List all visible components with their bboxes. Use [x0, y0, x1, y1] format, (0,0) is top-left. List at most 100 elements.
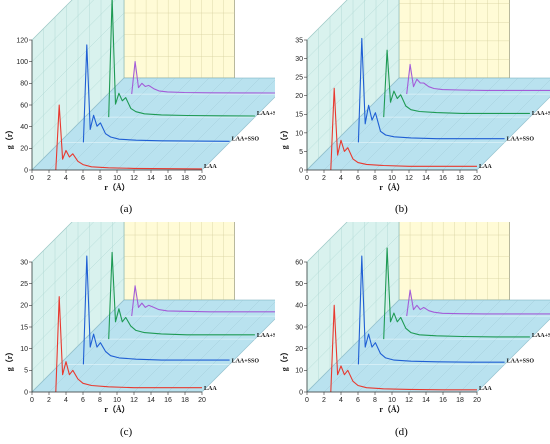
side-wall-gridline [306, 222, 348, 263]
floor-gridline [391, 299, 485, 393]
floor-gridline [459, 79, 550, 171]
x-axis-label: r（Å） [379, 182, 404, 192]
chart-svg-a: LAA+POLAA+SOLAA+SSOLAA020406080100120024… [4, 0, 275, 192]
floor-gridline [340, 77, 434, 171]
floor-gridline [201, 318, 275, 393]
floor-gridline [201, 96, 275, 171]
x-tick-label: 16 [439, 175, 447, 182]
x-tick-label: 20 [473, 397, 481, 404]
series-label: LAA [479, 386, 492, 392]
series-label: LAA [204, 164, 217, 170]
y-tick-label: 5 [299, 149, 303, 156]
x-tick-label: 18 [456, 175, 464, 182]
y-tick-label: 60 [295, 259, 303, 266]
x-tick-label: 2 [47, 397, 51, 404]
series-line-laa-po [406, 289, 550, 317]
x-tick-label: 8 [373, 175, 377, 182]
floor-gridline [99, 77, 193, 171]
floor-gridline [425, 299, 519, 393]
y-tick-label: 40 [295, 303, 303, 310]
y-tick-label: 60 [20, 102, 28, 109]
caption-c: (c) [120, 426, 133, 438]
x-tick-label: 16 [164, 175, 172, 182]
x-axis-label: r（Å） [104, 182, 129, 192]
floor-gridline [65, 77, 159, 171]
x-axis-label: r（Å） [379, 404, 404, 414]
y-tick-label: 5 [24, 368, 28, 375]
floor-gridline [408, 77, 502, 171]
series-label: LAA+SO [532, 333, 550, 339]
chart-svg-c: LAA+POLAA+SOLAA+SSOLAA051015202530024681… [4, 222, 275, 414]
x-tick-label: 6 [81, 397, 85, 404]
floor-gridline [357, 77, 451, 171]
series-line-laa-so [383, 49, 530, 118]
x-tick-label: 10 [113, 175, 121, 182]
y-tick-label: 20 [20, 146, 28, 153]
floor-gridline [306, 299, 400, 393]
series-line-laa-sso [82, 255, 230, 365]
y-tick-label: 30 [20, 259, 28, 266]
chart-panel-d: LAA+POLAA+SOLAA+SSOLAA010203040506002468… [275, 222, 550, 444]
side-wall-gridline [31, 222, 73, 263]
floor-gridline [116, 299, 210, 393]
x-tick-label: 20 [198, 397, 206, 404]
y-tick-label: 0 [24, 167, 28, 174]
y-tick-label: 80 [20, 81, 28, 88]
series-line-laa [330, 87, 477, 171]
y-tick-label: 20 [295, 93, 303, 100]
floor-gridline [357, 299, 451, 393]
x-tick-label: 4 [339, 397, 343, 404]
x-tick-label: 16 [164, 397, 172, 404]
x-tick-label: 12 [130, 175, 138, 182]
y-tick-label: 15 [295, 112, 303, 119]
y-tick-label: 0 [299, 389, 303, 396]
floor-gridline [184, 301, 275, 393]
y-tick-label: 30 [295, 56, 303, 63]
floor-gridline [374, 77, 468, 171]
x-tick-label: 6 [356, 397, 360, 404]
y-tick-label: 0 [24, 389, 28, 396]
series-line-laa-sso [357, 37, 505, 143]
x-tick-label: 14 [147, 397, 155, 404]
x-tick-label: 0 [305, 175, 309, 182]
x-tick-label: 4 [339, 175, 343, 182]
floor-gridline [306, 77, 400, 171]
y-axis-label: g（r） [4, 126, 14, 150]
x-tick-label: 2 [322, 175, 326, 182]
chart-panel-c: LAA+POLAA+SOLAA+SSOLAA051015202530024681… [0, 222, 275, 444]
y-tick-label: 10 [20, 346, 28, 353]
series-line-laa [55, 296, 202, 393]
floor-gridline [65, 299, 159, 393]
x-tick-label: 8 [98, 175, 102, 182]
series-line-laa [55, 104, 203, 171]
floor-gridline [459, 301, 550, 393]
series-label: LAA [479, 164, 492, 170]
x-tick-label: 18 [456, 397, 464, 404]
x-tick-label: 0 [305, 397, 309, 404]
floor-gridline [150, 299, 244, 393]
floor-gridline [31, 77, 125, 171]
y-tick-label: 35 [295, 37, 303, 44]
y-axis-label: g（r） [4, 348, 14, 372]
floor-gridline [391, 77, 485, 171]
x-tick-label: 0 [30, 397, 34, 404]
series-line-laa-po [406, 63, 550, 95]
floor-gridline [31, 299, 125, 393]
x-tick-label: 12 [130, 397, 138, 404]
y-tick-label: 20 [20, 303, 28, 310]
x-tick-label: 18 [181, 397, 189, 404]
x-tick-label: 0 [30, 175, 34, 182]
series-label: LAA+SO [257, 111, 275, 117]
series-line-laa-sso [357, 255, 505, 365]
chart-panel-b: LAA+POLAA+SOLAA+SSOLAA051015202530350246… [275, 0, 550, 222]
series-label: LAA+SSO [232, 136, 260, 142]
chart-svg-d: LAA+POLAA+SOLAA+SSOLAA010203040506002468… [279, 222, 550, 414]
x-tick-label: 12 [405, 397, 413, 404]
floor-gridline [476, 318, 550, 393]
y-tick-label: 0 [299, 167, 303, 174]
y-tick-label: 25 [20, 281, 28, 288]
x-tick-label: 4 [64, 397, 68, 404]
y-tick-label: 20 [295, 346, 303, 353]
x-tick-label: 18 [181, 175, 189, 182]
floor-gridline [374, 299, 468, 393]
